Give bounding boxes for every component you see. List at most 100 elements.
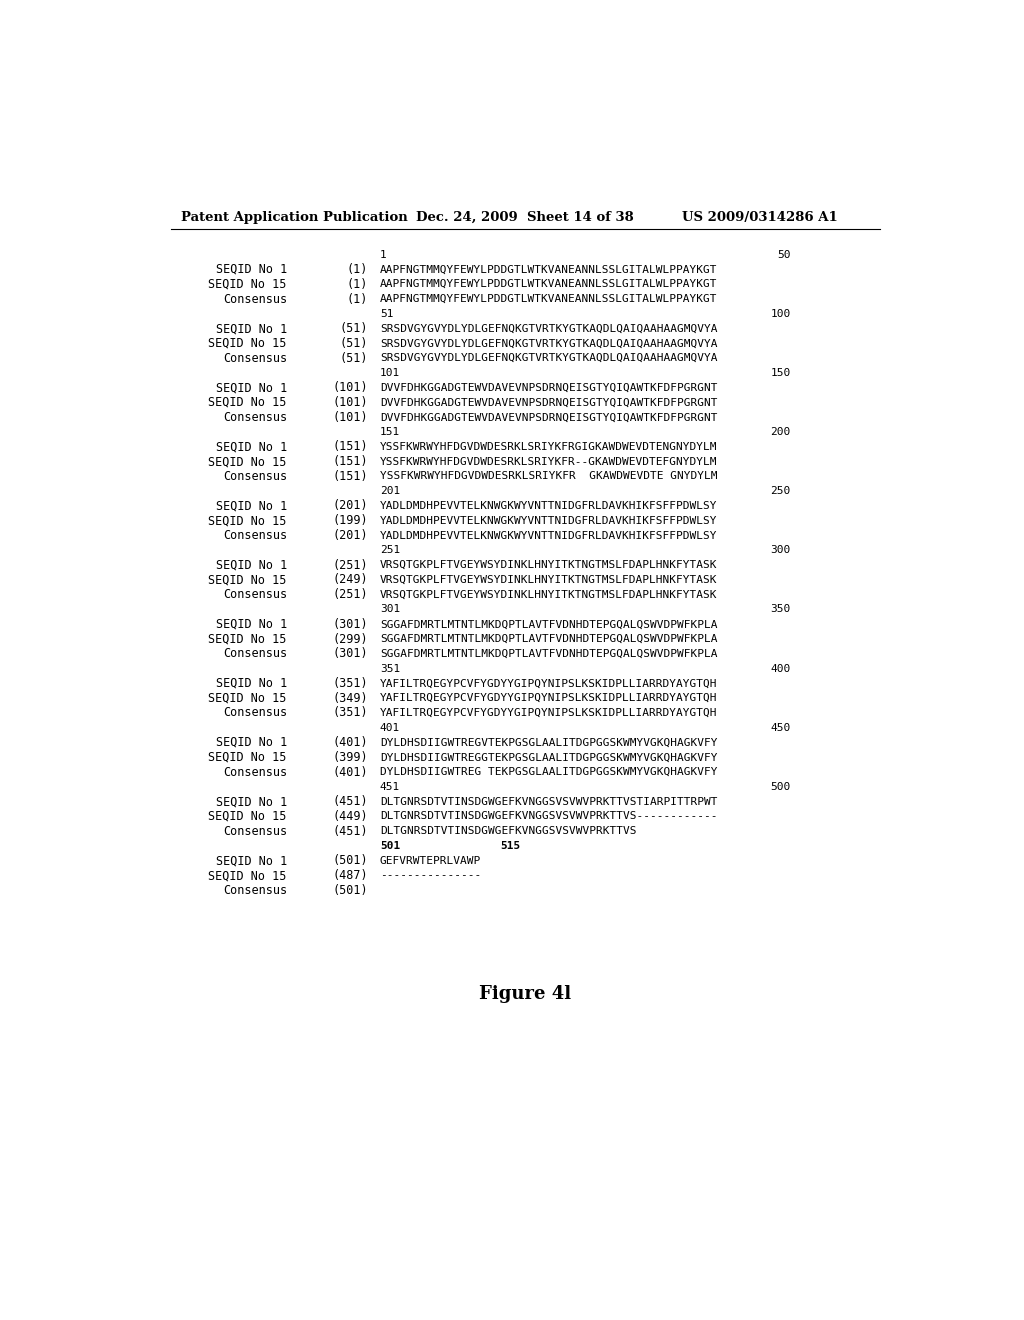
Text: SEQID No 15: SEQID No 15	[209, 810, 287, 822]
Text: 351: 351	[380, 664, 400, 673]
Text: YAFILTRQEGYPCVFYGDYYGIPQYNIPSLKSKIDPLLIARRDYAYGTQH: YAFILTRQEGYPCVFYGDYYGIPQYNIPSLKSKIDPLLIA…	[380, 678, 718, 689]
Text: VRSQTGKPLFTVGEYWSYDINKLHNYITKTNGTMSLFDAPLHNKFYTASK: VRSQTGKPLFTVGEYWSYDINKLHNYITKTNGTMSLFDAP…	[380, 590, 718, 599]
Text: Consensus: Consensus	[223, 293, 287, 305]
Text: SEQID No 15: SEQID No 15	[209, 751, 287, 764]
Text: DYLDHSDIIGWTREGVTEKPGSGLAALITDGPGGSKWMYVGKQHAGKVFY: DYLDHSDIIGWTREGVTEKPGSGLAALITDGPGGSKWMYV…	[380, 738, 718, 747]
Text: (501): (501)	[333, 884, 369, 896]
Text: SEQID No 1: SEQID No 1	[216, 441, 287, 453]
Text: Consensus: Consensus	[223, 470, 287, 483]
Text: AAPFNGTMMQYFEWYLPDDGTLWTKVANEANNLSSLGITALWLPPAYKGT: AAPFNGTMMQYFEWYLPDDGTLWTKVANEANNLSSLGITA…	[380, 280, 718, 289]
Text: YAFILTRQEGYPCVFYGDYYGIPQYNIPSLKSKIDPLLIARRDYAYGTQH: YAFILTRQEGYPCVFYGDYYGIPQYNIPSLKSKIDPLLIA…	[380, 708, 718, 718]
Text: YADLDMDHPEVVTELKNWGKWYVNTTNIDGFRLDAVKHIKFSFFPDWLSY: YADLDMDHPEVVTELKNWGKWYVNTTNIDGFRLDAVKHIK…	[380, 516, 718, 525]
Text: (401): (401)	[333, 737, 369, 748]
Text: Consensus: Consensus	[223, 647, 287, 660]
Text: (451): (451)	[333, 795, 369, 808]
Text: 1: 1	[380, 249, 387, 260]
Text: (1): (1)	[347, 263, 369, 276]
Text: SRSDVGYGVYDLYDLGEFNQKGTVRTKYGTKAQDLQAIQAAHAAGMQVYA: SRSDVGYGVYDLYDLGEFNQKGTVRTKYGTKAQDLQAIQA…	[380, 354, 718, 363]
Text: 515: 515	[500, 841, 520, 851]
Text: SEQID No 15: SEQID No 15	[209, 455, 287, 469]
Text: SEQID No 1: SEQID No 1	[216, 795, 287, 808]
Text: DLTGNRSDTVTINSDGWGEFKVNGGSVSVWVPRKTTVSTIARPITTRPWT: DLTGNRSDTVTINSDGWGEFKVNGGSVSVWVPRKTTVSTI…	[380, 797, 718, 807]
Text: (101): (101)	[333, 396, 369, 409]
Text: 400: 400	[770, 664, 791, 673]
Text: YSSFKWRWYHFDGVDWDESRKLSRIYKFR--GKAWDWEVDTEFGNYDYLM: YSSFKWRWYHFDGVDWDESRKLSRIYKFR--GKAWDWEVD…	[380, 457, 718, 467]
Text: Consensus: Consensus	[223, 529, 287, 543]
Text: (487): (487)	[333, 869, 369, 882]
Text: SEQID No 15: SEQID No 15	[209, 869, 287, 882]
Text: (349): (349)	[333, 692, 369, 705]
Text: (51): (51)	[340, 351, 369, 364]
Text: SEQID No 1: SEQID No 1	[216, 737, 287, 748]
Text: DLTGNRSDTVTINSDGWGEFKVNGGSVSVWVPRKTTVS------------: DLTGNRSDTVTINSDGWGEFKVNGGSVSVWVPRKTTVS--…	[380, 812, 718, 821]
Text: VRSQTGKPLFTVGEYWSYDINKLHNYITKTNGTMSLFDAPLHNKFYTASK: VRSQTGKPLFTVGEYWSYDINKLHNYITKTNGTMSLFDAP…	[380, 560, 718, 570]
Text: 250: 250	[770, 486, 791, 496]
Text: 401: 401	[380, 723, 400, 733]
Text: SEQID No 1: SEQID No 1	[216, 558, 287, 572]
Text: DYLDHSDIIGWTREG TEKPGSGLAALITDGPGGSKWMYVGKQHAGKVFY: DYLDHSDIIGWTREG TEKPGSGLAALITDGPGGSKWMYV…	[380, 767, 718, 777]
Text: (301): (301)	[333, 647, 369, 660]
Text: 101: 101	[380, 368, 400, 378]
Text: (501): (501)	[333, 854, 369, 867]
Text: SEQID No 1: SEQID No 1	[216, 677, 287, 690]
Text: GEFVRWTEPRLVAWP: GEFVRWTEPRLVAWP	[380, 855, 481, 866]
Text: SRSDVGYGVYDLYDLGEFNQKGTVRTKYGTKAQDLQAIQAAHAAGMQVYA: SRSDVGYGVYDLYDLGEFNQKGTVRTKYGTKAQDLQAIQA…	[380, 338, 718, 348]
Text: 201: 201	[380, 486, 400, 496]
Text: 301: 301	[380, 605, 400, 615]
Text: (51): (51)	[340, 322, 369, 335]
Text: SGGAFDMRTLMTNTLMKDQPTLAVTFVDNHDTEPGQALQSWVDPWFKPLA: SGGAFDMRTLMTNTLMKDQPTLAVTFVDNHDTEPGQALQS…	[380, 634, 718, 644]
Text: DLTGNRSDTVTINSDGWGEFKVNGGSVSVWVPRKTTVS: DLTGNRSDTVTINSDGWGEFKVNGGSVSVWVPRKTTVS	[380, 826, 636, 837]
Text: DVVFDHKGGADGTEWVDAVEVNPSDRNQEISGTYQIQAWTKFDFPGRGNT: DVVFDHKGGADGTEWVDAVEVNPSDRNQEISGTYQIQAWT…	[380, 383, 718, 393]
Text: 200: 200	[770, 428, 791, 437]
Text: 150: 150	[770, 368, 791, 378]
Text: SGGAFDMRTLMTNTLMKDQPTLAVTFVDNHDTEPGQALQSWVDPWFKPLA: SGGAFDMRTLMTNTLMKDQPTLAVTFVDNHDTEPGQALQS…	[380, 649, 718, 659]
Text: 500: 500	[770, 781, 791, 792]
Text: 450: 450	[770, 723, 791, 733]
Text: (151): (151)	[333, 470, 369, 483]
Text: Consensus: Consensus	[223, 351, 287, 364]
Text: (151): (151)	[333, 455, 369, 469]
Text: Consensus: Consensus	[223, 884, 287, 896]
Text: YAFILTRQEGYPCVFYGDYYGIPQYNIPSLKSKIDPLLIARRDYAYGTQH: YAFILTRQEGYPCVFYGDYYGIPQYNIPSLKSKIDPLLIA…	[380, 693, 718, 704]
Text: (251): (251)	[333, 558, 369, 572]
Text: YADLDMDHPEVVTELKNWGKWYVNTTNIDGFRLDAVKHIKFSFFPDWLSY: YADLDMDHPEVVTELKNWGKWYVNTTNIDGFRLDAVKHIK…	[380, 531, 718, 541]
Text: Consensus: Consensus	[223, 411, 287, 424]
Text: (51): (51)	[340, 337, 369, 350]
Text: SEQID No 15: SEQID No 15	[209, 632, 287, 645]
Text: (401): (401)	[333, 766, 369, 779]
Text: Patent Application Publication: Patent Application Publication	[180, 211, 408, 224]
Text: AAPFNGTMMQYFEWYLPDDGTLWTKVANEANNLSSLGITALWLPPAYKGT: AAPFNGTMMQYFEWYLPDDGTLWTKVANEANNLSSLGITA…	[380, 294, 718, 304]
Text: SEQID No 1: SEQID No 1	[216, 263, 287, 276]
Text: ---------------: ---------------	[380, 871, 481, 880]
Text: (101): (101)	[333, 411, 369, 424]
Text: 51: 51	[380, 309, 393, 319]
Text: (399): (399)	[333, 751, 369, 764]
Text: 300: 300	[770, 545, 791, 556]
Text: 50: 50	[777, 249, 791, 260]
Text: (299): (299)	[333, 632, 369, 645]
Text: 350: 350	[770, 605, 791, 615]
Text: SEQID No 1: SEQID No 1	[216, 618, 287, 631]
Text: (351): (351)	[333, 706, 369, 719]
Text: Dec. 24, 2009  Sheet 14 of 38: Dec. 24, 2009 Sheet 14 of 38	[417, 211, 634, 224]
Text: DVVFDHKGGADGTEWVDAVEVNPSDRNQEISGTYQIQAWTKFDFPGRGNT: DVVFDHKGGADGTEWVDAVEVNPSDRNQEISGTYQIQAWT…	[380, 412, 718, 422]
Text: (301): (301)	[333, 618, 369, 631]
Text: (201): (201)	[333, 499, 369, 512]
Text: VRSQTGKPLFTVGEYWSYDINKLHNYITKTNGTMSLFDAPLHNKFYTASK: VRSQTGKPLFTVGEYWSYDINKLHNYITKTNGTMSLFDAP…	[380, 576, 718, 585]
Text: AAPFNGTMMQYFEWYLPDDGTLWTKVANEANNLSSLGITALWLPPAYKGT: AAPFNGTMMQYFEWYLPDDGTLWTKVANEANNLSSLGITA…	[380, 264, 718, 275]
Text: 251: 251	[380, 545, 400, 556]
Text: (201): (201)	[333, 529, 369, 543]
Text: US 2009/0314286 A1: US 2009/0314286 A1	[682, 211, 838, 224]
Text: Consensus: Consensus	[223, 706, 287, 719]
Text: (249): (249)	[333, 573, 369, 586]
Text: SEQID No 15: SEQID No 15	[209, 277, 287, 290]
Text: (1): (1)	[347, 277, 369, 290]
Text: (251): (251)	[333, 589, 369, 601]
Text: (1): (1)	[347, 293, 369, 305]
Text: SGGAFDMRTLMTNTLMKDQPTLAVTFVDNHDTEPGQALQSWVDPWFKPLA: SGGAFDMRTLMTNTLMKDQPTLAVTFVDNHDTEPGQALQS…	[380, 619, 718, 630]
Text: SEQID No 15: SEQID No 15	[209, 515, 287, 527]
Text: (451): (451)	[333, 825, 369, 838]
Text: (351): (351)	[333, 677, 369, 690]
Text: Consensus: Consensus	[223, 766, 287, 779]
Text: DVVFDHKGGADGTEWVDAVEVNPSDRNQEISGTYQIQAWTKFDFPGRGNT: DVVFDHKGGADGTEWVDAVEVNPSDRNQEISGTYQIQAWT…	[380, 397, 718, 408]
